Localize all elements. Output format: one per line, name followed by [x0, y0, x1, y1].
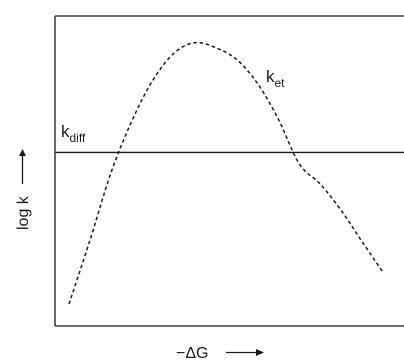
x-axis-title-group: −ΔG: [176, 345, 264, 362]
plot-frame: [54, 15, 404, 327]
y-axis-arrow-head: [19, 149, 26, 156]
ket-series-label: ket: [266, 67, 285, 90]
x-axis-title: −ΔG: [176, 345, 208, 362]
ket-series-curve: [68, 41, 384, 305]
y-axis-title: log k: [15, 195, 32, 230]
kdiff-series-label: kdiff: [61, 122, 86, 145]
y-axis-title-group: log k: [15, 149, 32, 230]
x-axis-arrow-head: [256, 349, 264, 356]
